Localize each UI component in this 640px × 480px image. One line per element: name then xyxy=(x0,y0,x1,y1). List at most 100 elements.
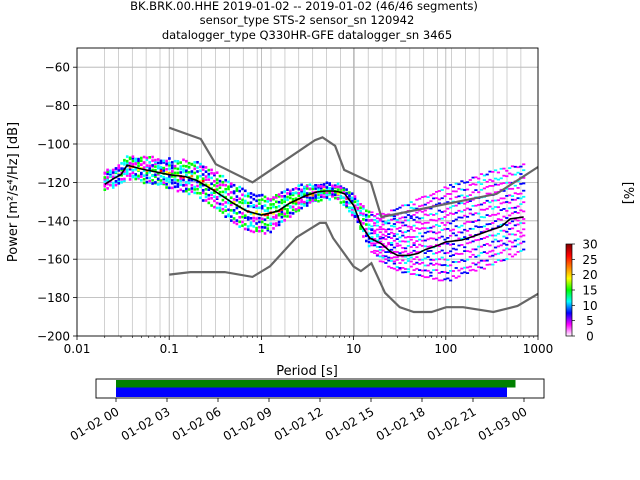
psd-cell xyxy=(331,184,334,188)
psd-cell xyxy=(443,242,447,245)
psd-cell xyxy=(375,217,380,220)
psd-cell xyxy=(314,187,317,190)
psd-cell xyxy=(255,217,258,220)
psd-cell xyxy=(168,164,171,167)
psd-cell xyxy=(395,256,399,259)
psd-cell xyxy=(491,234,495,237)
psd-cell xyxy=(131,174,135,178)
psd-cell xyxy=(207,193,211,197)
psd-cell xyxy=(423,269,427,272)
psd-cell xyxy=(404,262,408,264)
psd-cell xyxy=(378,246,382,248)
psd-cell xyxy=(140,171,143,175)
psd-cell xyxy=(218,186,222,189)
psd-cell xyxy=(210,168,213,172)
psd-cell xyxy=(342,191,346,194)
psd-cell xyxy=(182,170,185,174)
psd-cell xyxy=(241,193,244,197)
psd-cell xyxy=(435,212,439,215)
psd-cell xyxy=(409,201,413,203)
psd-cell xyxy=(187,178,191,182)
psd-cell xyxy=(432,197,436,200)
psd-cell xyxy=(173,185,177,189)
psd-cell xyxy=(479,252,484,254)
psd-cell xyxy=(378,260,382,263)
psd-cell xyxy=(437,272,441,274)
psd-cell xyxy=(485,173,489,176)
timeline-tick-label: 01-03 00 xyxy=(476,404,530,443)
psd-cell xyxy=(109,175,112,178)
psd-cell xyxy=(375,250,380,252)
psd-cell xyxy=(117,169,121,172)
psd-cell xyxy=(390,228,394,231)
psd-cell xyxy=(170,164,174,167)
psd-cell xyxy=(204,188,208,191)
psd-cell xyxy=(516,205,520,208)
psd-cell xyxy=(162,159,166,163)
psd-cell xyxy=(280,208,284,211)
psd-cell xyxy=(185,183,188,187)
psd-cell xyxy=(117,177,121,181)
psd-cell xyxy=(440,256,444,259)
psd-cell xyxy=(418,221,422,224)
psd-cell xyxy=(479,238,484,240)
psd-cell xyxy=(384,255,388,258)
psd-cell xyxy=(460,259,464,262)
psd-cell xyxy=(451,205,455,207)
psd-cell xyxy=(510,198,515,201)
psd-cell xyxy=(300,188,303,192)
psd-cell xyxy=(131,157,135,160)
psd-cell xyxy=(232,198,236,201)
psd-cell xyxy=(482,267,486,270)
psd-cell xyxy=(370,211,374,214)
psd-cell xyxy=(502,201,506,204)
psd-cell xyxy=(168,186,171,190)
psd-cell xyxy=(412,244,416,246)
psd-cell xyxy=(477,219,481,222)
psd-cell xyxy=(443,271,447,273)
psd-cell xyxy=(300,200,303,204)
psd-cell xyxy=(201,177,205,180)
psd-cell xyxy=(522,222,526,225)
nhnm-curve xyxy=(168,126,539,219)
psd-cell xyxy=(449,255,453,257)
psd-cell xyxy=(392,239,396,242)
psd-cell xyxy=(384,221,388,224)
psd-cell xyxy=(207,184,211,187)
psd-cell xyxy=(339,186,343,190)
psd-cell xyxy=(120,181,123,184)
psd-cell xyxy=(468,200,472,202)
psd-cell xyxy=(426,276,430,279)
psd-cell xyxy=(255,194,258,198)
psd-cell xyxy=(348,206,351,210)
psd-cell xyxy=(446,277,450,280)
psd-cell xyxy=(404,216,408,219)
psd-cell xyxy=(499,244,503,247)
psd-cell xyxy=(457,202,461,205)
psd-cell xyxy=(449,197,453,200)
psd-cell xyxy=(390,225,394,227)
psd-cell xyxy=(479,226,484,228)
psd-cell xyxy=(128,157,132,161)
psd-cell xyxy=(286,192,289,195)
psd-cell xyxy=(446,207,450,210)
psd-cell xyxy=(277,213,281,216)
x-tick-label: 0.1 xyxy=(160,342,179,356)
psd-cell xyxy=(415,198,419,201)
psd-cell xyxy=(451,232,455,235)
psd-cell xyxy=(218,209,222,212)
psd-cell xyxy=(359,213,362,216)
psd-cell xyxy=(496,252,500,255)
psd-cell xyxy=(300,198,303,202)
psd-cell xyxy=(395,238,399,240)
psd-cell xyxy=(365,223,368,226)
psd-cell xyxy=(479,216,484,218)
psd-cell xyxy=(415,221,419,224)
psd-cell xyxy=(196,170,199,173)
psd-cell xyxy=(244,201,247,205)
psd-cell xyxy=(401,216,405,219)
psd-cell xyxy=(176,162,180,165)
psd-cell xyxy=(291,201,295,205)
psd-cell xyxy=(154,160,157,164)
psd-cell xyxy=(165,179,168,182)
